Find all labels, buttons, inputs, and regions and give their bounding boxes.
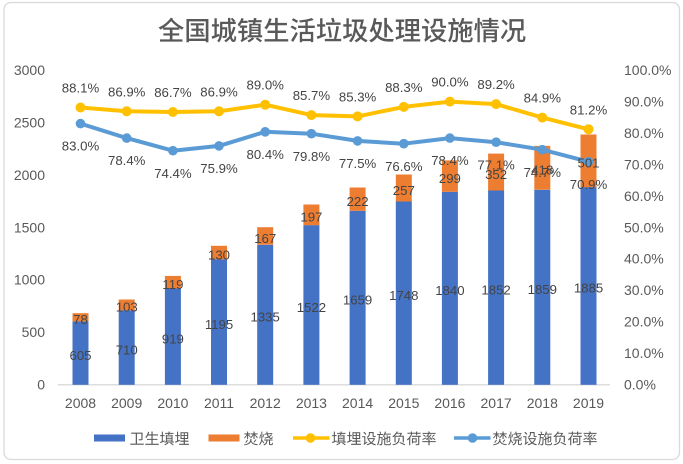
- svg-text:1852: 1852: [481, 283, 510, 298]
- svg-text:119: 119: [162, 277, 183, 292]
- svg-text:418: 418: [531, 163, 553, 178]
- svg-text:76.6%: 76.6%: [385, 159, 423, 174]
- svg-text:78.4%: 78.4%: [108, 153, 146, 168]
- svg-text:74.4%: 74.4%: [154, 166, 192, 181]
- svg-text:197: 197: [300, 210, 322, 225]
- svg-text:85.7%: 85.7%: [293, 88, 331, 103]
- svg-text:167: 167: [254, 231, 276, 246]
- svg-text:103: 103: [116, 300, 138, 315]
- svg-text:1000: 1000: [14, 272, 45, 288]
- svg-text:74.7%: 74.7%: [524, 165, 562, 180]
- svg-text:222: 222: [347, 194, 369, 209]
- svg-text:0.0%: 0.0%: [624, 377, 656, 393]
- svg-text:30.0%: 30.0%: [624, 282, 664, 298]
- svg-text:352: 352: [485, 167, 507, 182]
- svg-text:81.2%: 81.2%: [570, 102, 608, 117]
- svg-text:2012: 2012: [250, 395, 281, 411]
- svg-text:88.3%: 88.3%: [385, 80, 423, 95]
- svg-text:1335: 1335: [251, 310, 280, 325]
- svg-text:2018: 2018: [527, 395, 558, 411]
- svg-text:1500: 1500: [14, 219, 45, 235]
- svg-text:85.3%: 85.3%: [339, 89, 377, 104]
- svg-text:2010: 2010: [157, 395, 188, 411]
- svg-text:2011: 2011: [204, 395, 234, 411]
- svg-text:20.0%: 20.0%: [624, 314, 664, 330]
- svg-text:89.2%: 89.2%: [477, 77, 515, 92]
- svg-text:2017: 2017: [481, 395, 512, 411]
- svg-text:1659: 1659: [343, 293, 372, 308]
- svg-text:78.4%: 78.4%: [431, 153, 469, 168]
- svg-text:2013: 2013: [296, 395, 327, 411]
- svg-text:501: 501: [577, 156, 599, 171]
- svg-text:3000: 3000: [14, 62, 45, 78]
- svg-text:50.0%: 50.0%: [624, 219, 664, 235]
- svg-text:2008: 2008: [65, 395, 96, 411]
- svg-text:86.9%: 86.9%: [108, 84, 146, 99]
- svg-text:70.0%: 70.0%: [624, 156, 664, 172]
- svg-text:40.0%: 40.0%: [624, 251, 664, 267]
- svg-text:89.0%: 89.0%: [246, 78, 284, 93]
- svg-text:1195: 1195: [205, 317, 233, 332]
- svg-text:77.1%: 77.1%: [477, 157, 515, 172]
- svg-text:257: 257: [393, 183, 415, 198]
- svg-text:86.7%: 86.7%: [154, 85, 192, 100]
- svg-text:100.0%: 100.0%: [624, 62, 671, 78]
- svg-text:90.0%: 90.0%: [624, 93, 664, 109]
- svg-text:605: 605: [69, 348, 91, 363]
- svg-text:77.5%: 77.5%: [339, 156, 377, 171]
- svg-text:1885: 1885: [574, 281, 603, 296]
- svg-text:78: 78: [73, 312, 88, 327]
- svg-text:80.4%: 80.4%: [246, 147, 284, 162]
- svg-text:84.9%: 84.9%: [524, 91, 562, 106]
- svg-text:710: 710: [116, 342, 138, 357]
- svg-text:2015: 2015: [388, 395, 419, 411]
- svg-text:2014: 2014: [342, 395, 373, 411]
- svg-text:1840: 1840: [435, 283, 464, 298]
- svg-text:919: 919: [162, 331, 184, 346]
- svg-text:75.9%: 75.9%: [200, 161, 238, 176]
- svg-text:2009: 2009: [111, 395, 142, 411]
- svg-text:60.0%: 60.0%: [624, 188, 664, 204]
- svg-text:500: 500: [22, 324, 46, 340]
- svg-text:86.9%: 86.9%: [200, 84, 238, 99]
- svg-text:83.0%: 83.0%: [62, 139, 100, 154]
- svg-text:299: 299: [439, 171, 461, 186]
- svg-text:79.8%: 79.8%: [293, 149, 331, 164]
- svg-text:1748: 1748: [389, 288, 418, 303]
- svg-text:10.0%: 10.0%: [624, 345, 664, 361]
- svg-text:1859: 1859: [528, 282, 557, 297]
- svg-text:2019: 2019: [573, 395, 604, 411]
- svg-text:1522: 1522: [297, 300, 326, 315]
- svg-text:2500: 2500: [14, 114, 45, 130]
- svg-text:80.0%: 80.0%: [624, 125, 664, 141]
- svg-text:90.0%: 90.0%: [431, 75, 469, 90]
- svg-text:70.9%: 70.9%: [570, 177, 608, 192]
- svg-text:130: 130: [208, 247, 230, 262]
- svg-text:88.1%: 88.1%: [62, 81, 100, 96]
- svg-text:2016: 2016: [434, 395, 465, 411]
- svg-text:2000: 2000: [14, 167, 45, 183]
- svg-text:0: 0: [37, 377, 45, 393]
